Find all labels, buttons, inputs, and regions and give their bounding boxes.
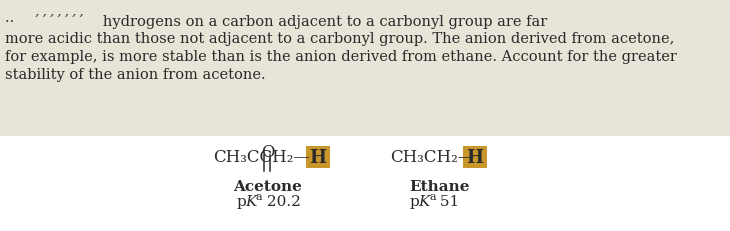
FancyBboxPatch shape [463,146,487,168]
Text: a: a [429,191,436,201]
Text: Acetone: Acetone [234,179,302,193]
Bar [0,137,730,231]
Text: more acidic than those not adjacent to a carbonyl group. The anion derived from : more acidic than those not adjacent to a… [5,32,675,46]
Text: 51: 51 [435,194,459,208]
Text: H: H [466,148,483,166]
Text: a: a [256,191,263,201]
Text: K: K [245,194,256,208]
Text: O: O [261,143,274,160]
Text: stability of the anion from acetone.: stability of the anion from acetone. [5,68,266,82]
Text: Ethane: Ethane [410,179,470,193]
Text: p: p [237,194,247,208]
Text: CH₃CCH₂—: CH₃CCH₂— [213,149,310,166]
Text: 20.2: 20.2 [262,194,301,208]
Text: ··    ´´´´´´´    hydrogens on a carbon adjacent to a carbonyl group are far: ·· ´´´´´´´ hydrogens on a carbon adjacen… [5,14,548,29]
Text: CH₃CH₂—: CH₃CH₂— [390,149,475,166]
Text: H: H [310,148,326,166]
Text: for example, is more stable than is the anion derived from ethane. Account for t: for example, is more stable than is the … [5,50,677,64]
Text: p: p [410,194,420,208]
FancyBboxPatch shape [306,146,330,168]
Bar [0,0,730,137]
Text: K: K [418,194,429,208]
